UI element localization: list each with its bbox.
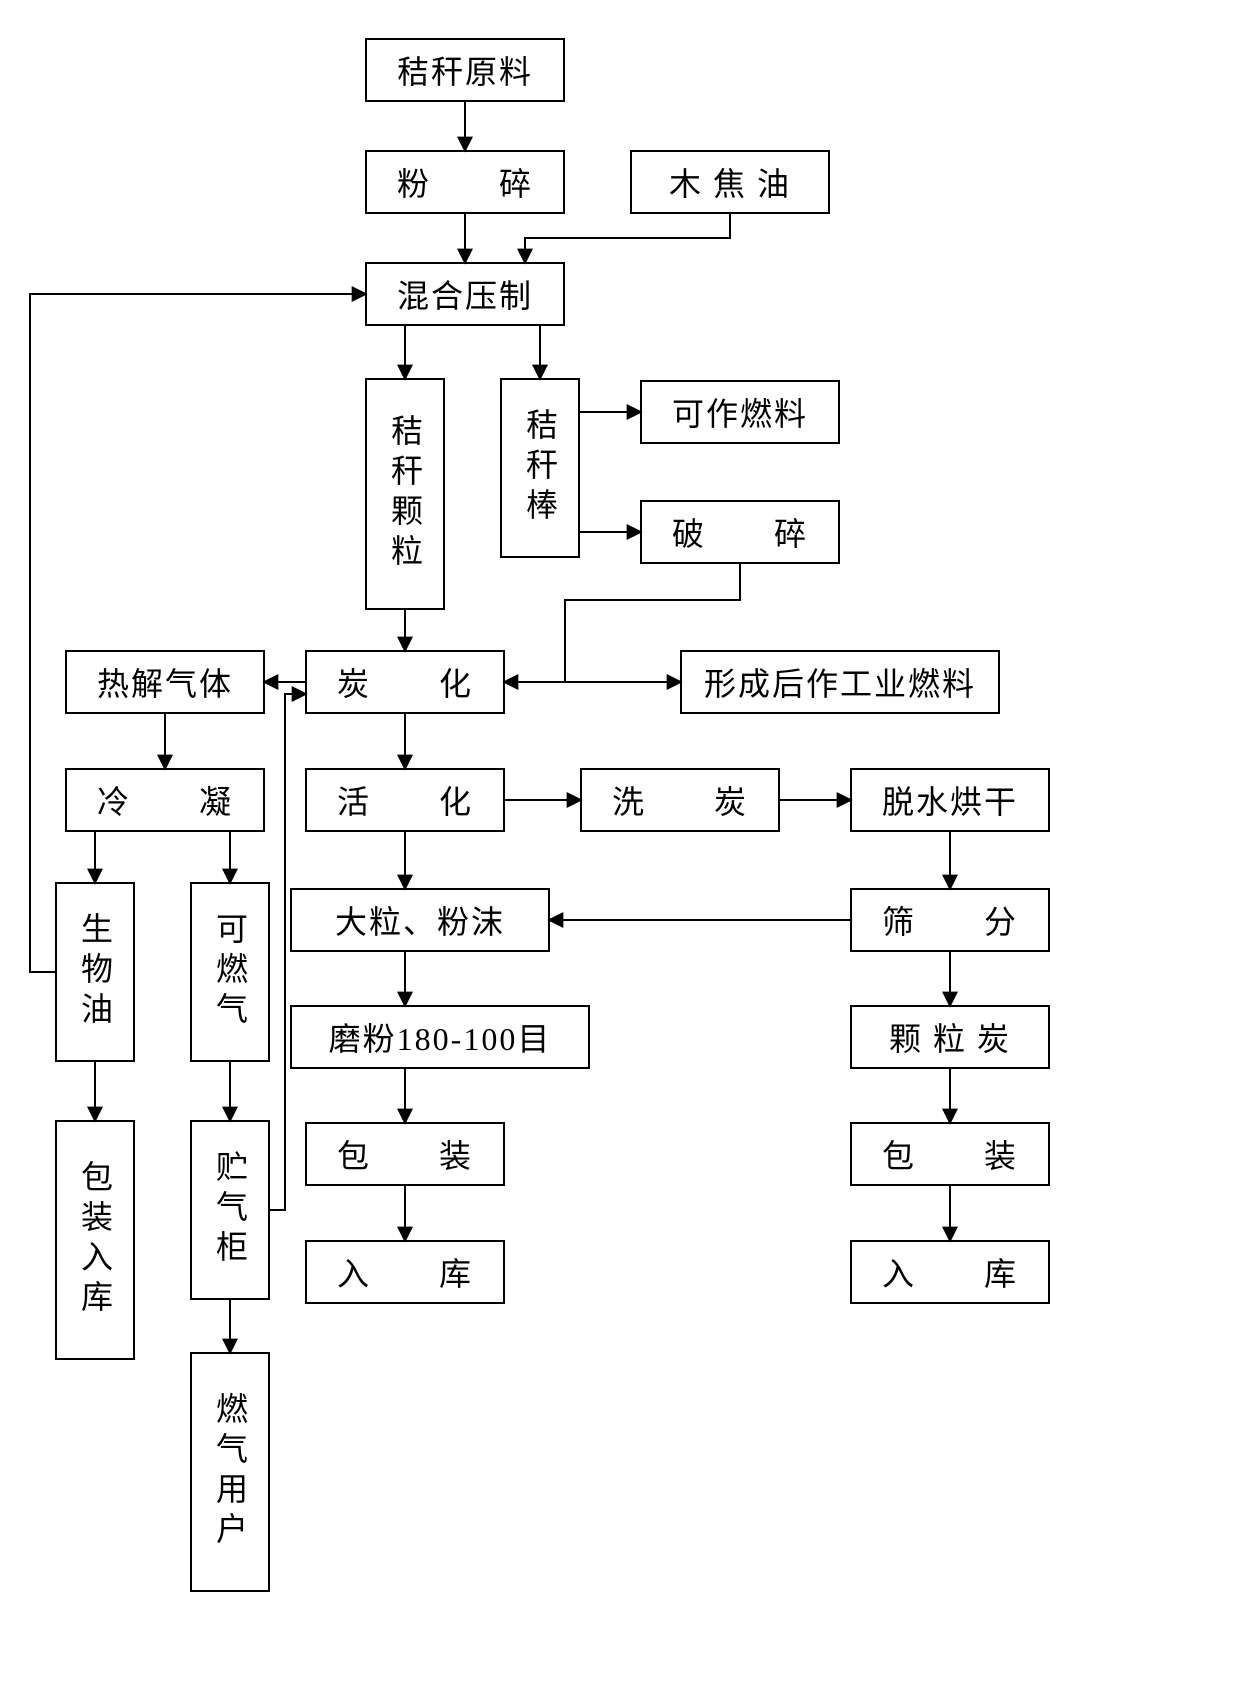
flowchart-edges [0, 0, 1257, 1698]
node-pack1: 包 装 [305, 1122, 505, 1186]
node-gas: 可燃气 [190, 882, 270, 1062]
node-fuel1: 可作燃料 [640, 380, 840, 444]
node-tank: 贮气柜 [190, 1120, 270, 1300]
node-crush: 粉 碎 [365, 150, 565, 214]
node-mix: 混合压制 [365, 262, 565, 326]
node-pyro_gas: 热解气体 [65, 650, 265, 714]
node-sieve: 筛 分 [850, 888, 1050, 952]
node-gas_user: 燃气用户 [190, 1352, 270, 1592]
edge-bio_oil-to-mix [30, 294, 365, 972]
node-break: 破 碎 [640, 500, 840, 564]
node-dry: 脱水烘干 [850, 768, 1050, 832]
edge-tar-to-mix [525, 214, 730, 262]
node-gran_char: 颗 粒 炭 [850, 1005, 1050, 1069]
node-wash: 洗 炭 [580, 768, 780, 832]
node-grind: 磨粉180-100目 [290, 1005, 590, 1069]
node-ind_fuel: 形成后作工业燃料 [680, 650, 1000, 714]
node-coarse: 大粒、粉沫 [290, 888, 550, 952]
node-pellet: 秸秆颗粒 [365, 378, 445, 610]
node-pack_oil: 包装入库 [55, 1120, 135, 1360]
node-raw: 秸秆原料 [365, 38, 565, 102]
edge-tank-to-carbonize [270, 694, 305, 1210]
node-activate: 活 化 [305, 768, 505, 832]
node-rod: 秸秆棒 [500, 378, 580, 558]
node-bio_oil: 生物油 [55, 882, 135, 1062]
node-pack2: 包 装 [850, 1122, 1050, 1186]
node-carbonize: 炭 化 [305, 650, 505, 714]
node-store2: 入 库 [850, 1240, 1050, 1304]
node-condense: 冷 凝 [65, 768, 265, 832]
node-tar: 木 焦 油 [630, 150, 830, 214]
node-store1: 入 库 [305, 1240, 505, 1304]
